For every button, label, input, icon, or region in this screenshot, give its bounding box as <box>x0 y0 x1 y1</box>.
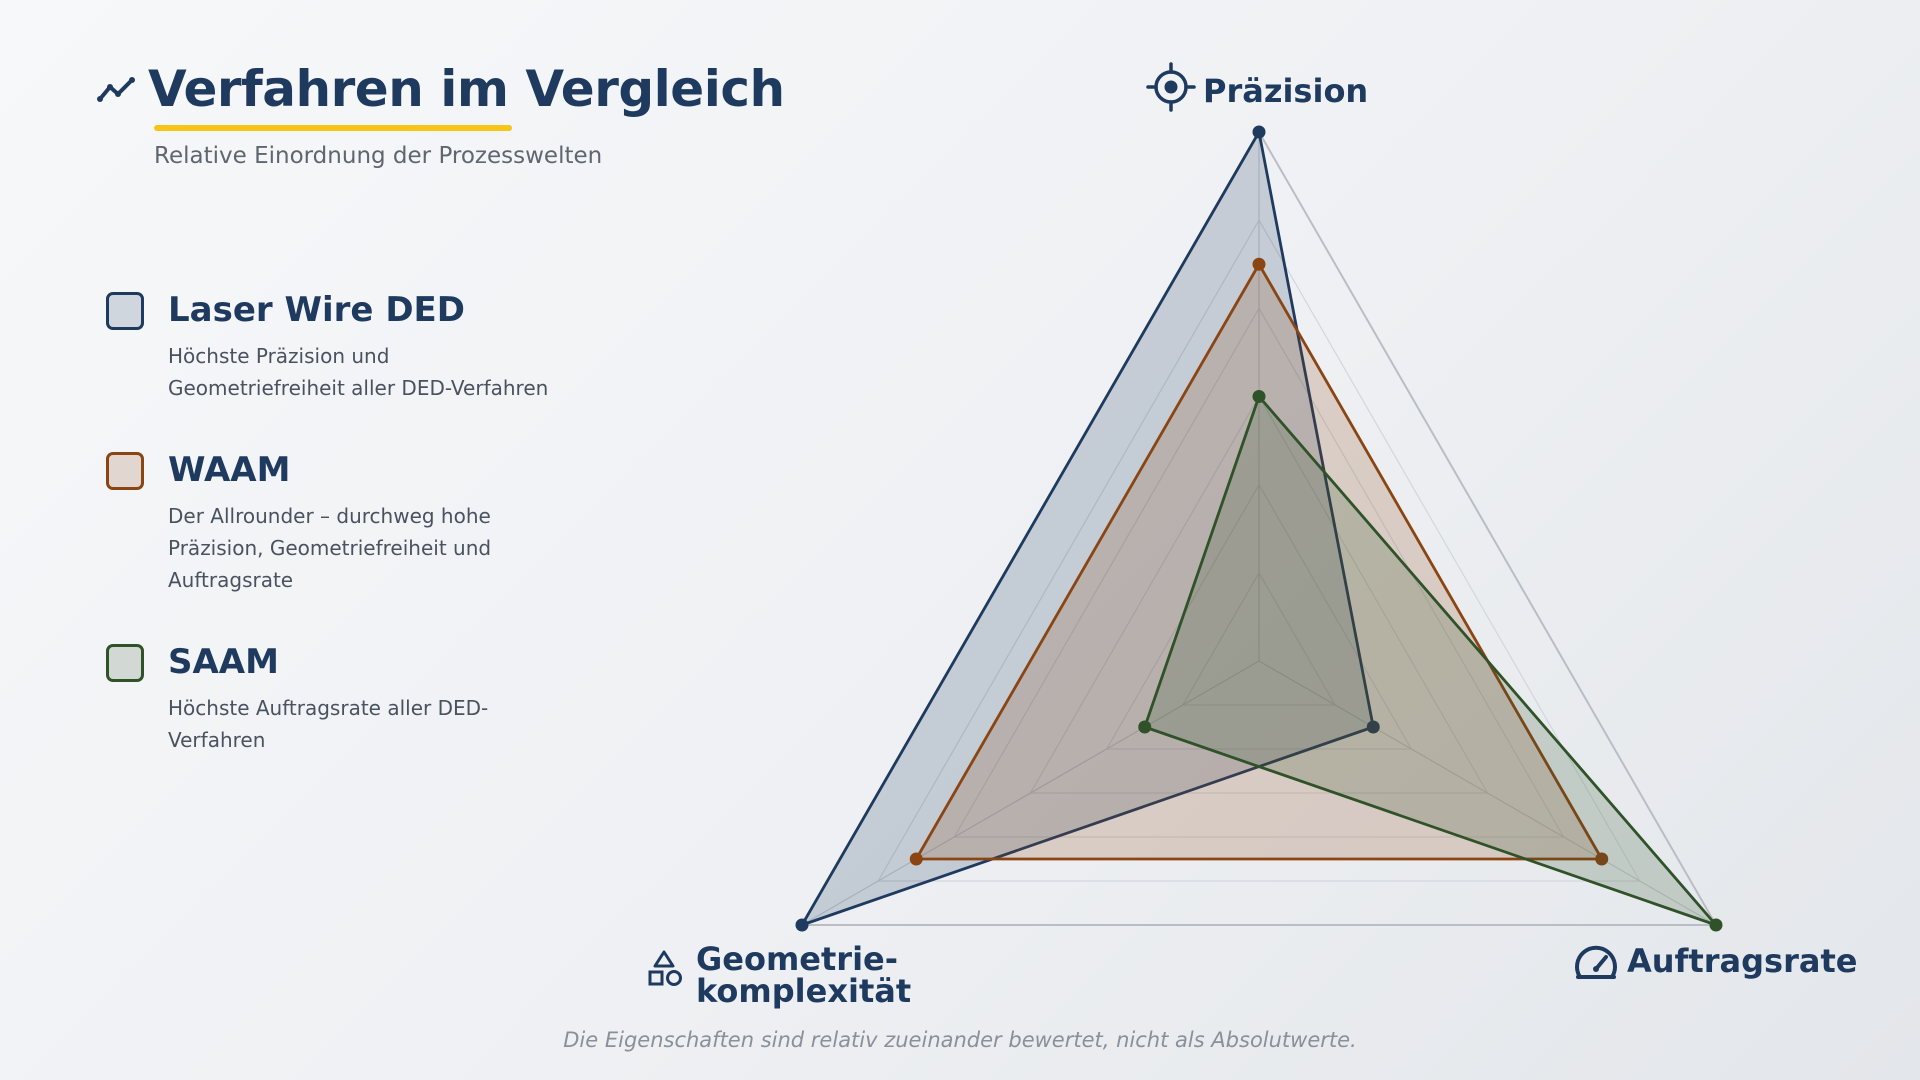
axis-label-geometriekomplexitaet: Geometrie- komplexität <box>648 940 911 1010</box>
title-underline <box>154 125 512 131</box>
axis-label-text-line1: Geometrie- <box>696 940 898 978</box>
data-point <box>1252 257 1266 271</box>
legend-description: Höchste Auftragsrate aller DED-Verfahren <box>168 696 489 752</box>
data-point <box>1252 390 1266 403</box>
legend-item-saam: SAAM Höchste Auftragsrate aller DED-Verf… <box>106 642 626 756</box>
axis-spoke <box>1258 660 1717 926</box>
axis-label-auftragsrate: Auftragsrate <box>1575 942 1857 980</box>
axis-label-text: Auftragsrate <box>1627 942 1857 980</box>
series-saam <box>1138 390 1723 932</box>
data-point <box>1709 918 1723 932</box>
header: Verfahren im Vergleich Relative Einordnu… <box>96 62 785 169</box>
series-area <box>1143 395 1718 927</box>
data-point <box>1252 125 1266 139</box>
page-title: Verfahren im Vergleich <box>148 60 785 118</box>
series-laser-wire-ded <box>795 125 1380 932</box>
legend-text: Laser Wire DED Höchste Präzision und Geo… <box>168 290 568 404</box>
series-area <box>914 262 1604 861</box>
title-row: Verfahren im Vergleich <box>96 62 785 117</box>
data-point <box>1366 720 1380 734</box>
axis-label-text-line2: komplexität <box>696 972 911 1010</box>
legend-item-waam: WAAM Der Allrounder – durchweg hohe Präz… <box>106 450 626 596</box>
legend: Laser Wire DED Höchste Präzision und Geo… <box>106 290 626 756</box>
radar-series <box>795 125 1723 932</box>
axis-label-text: Präzision <box>1203 72 1368 110</box>
legend-text: WAAM Der Allrounder – durchweg hohe Präz… <box>168 450 568 596</box>
legend-swatch-saam <box>106 644 144 682</box>
legend-name: Laser Wire DED <box>168 290 466 330</box>
axis-spoke <box>801 660 1260 926</box>
data-point <box>909 852 923 866</box>
grid-ring <box>1181 571 1337 706</box>
legend-name: WAAM <box>168 450 291 490</box>
legend-swatch-laser-wire-ded <box>106 292 144 330</box>
radar-grid <box>800 129 1718 926</box>
footnote: Die Eigenschaften sind relativ zueinande… <box>563 1028 1357 1052</box>
series-waam <box>909 257 1609 866</box>
speedometer-icon <box>1575 945 1617 979</box>
axis-label-praezision: Präzision <box>1146 62 1368 112</box>
series-area <box>800 130 1375 927</box>
legend-name: SAAM <box>168 642 279 682</box>
legend-swatch-waam <box>106 452 144 490</box>
legend-item-laser-wire-ded: Laser Wire DED Höchste Präzision und Geo… <box>106 290 626 404</box>
data-point <box>795 918 809 932</box>
grid-ring <box>1029 395 1489 794</box>
legend-description: Der Allrounder – durchweg hohe Präzision… <box>168 504 492 592</box>
legend-text: SAAM Höchste Auftragsrate aller DED-Verf… <box>168 642 568 756</box>
data-point <box>1138 720 1152 734</box>
radar-axis-labels: Präzision Geometrie- komplexität Auftrag… <box>648 62 1857 1010</box>
page-subtitle: Relative Einordnung der Prozesswelten <box>154 143 603 169</box>
shapes-icon <box>648 950 682 986</box>
grid-ring <box>877 218 1641 882</box>
crosshair-icon <box>1146 62 1196 112</box>
trend-line-icon <box>96 69 138 111</box>
legend-description: Höchste Präzision und Geometriefreiheit … <box>168 344 549 400</box>
data-point <box>1595 852 1609 866</box>
